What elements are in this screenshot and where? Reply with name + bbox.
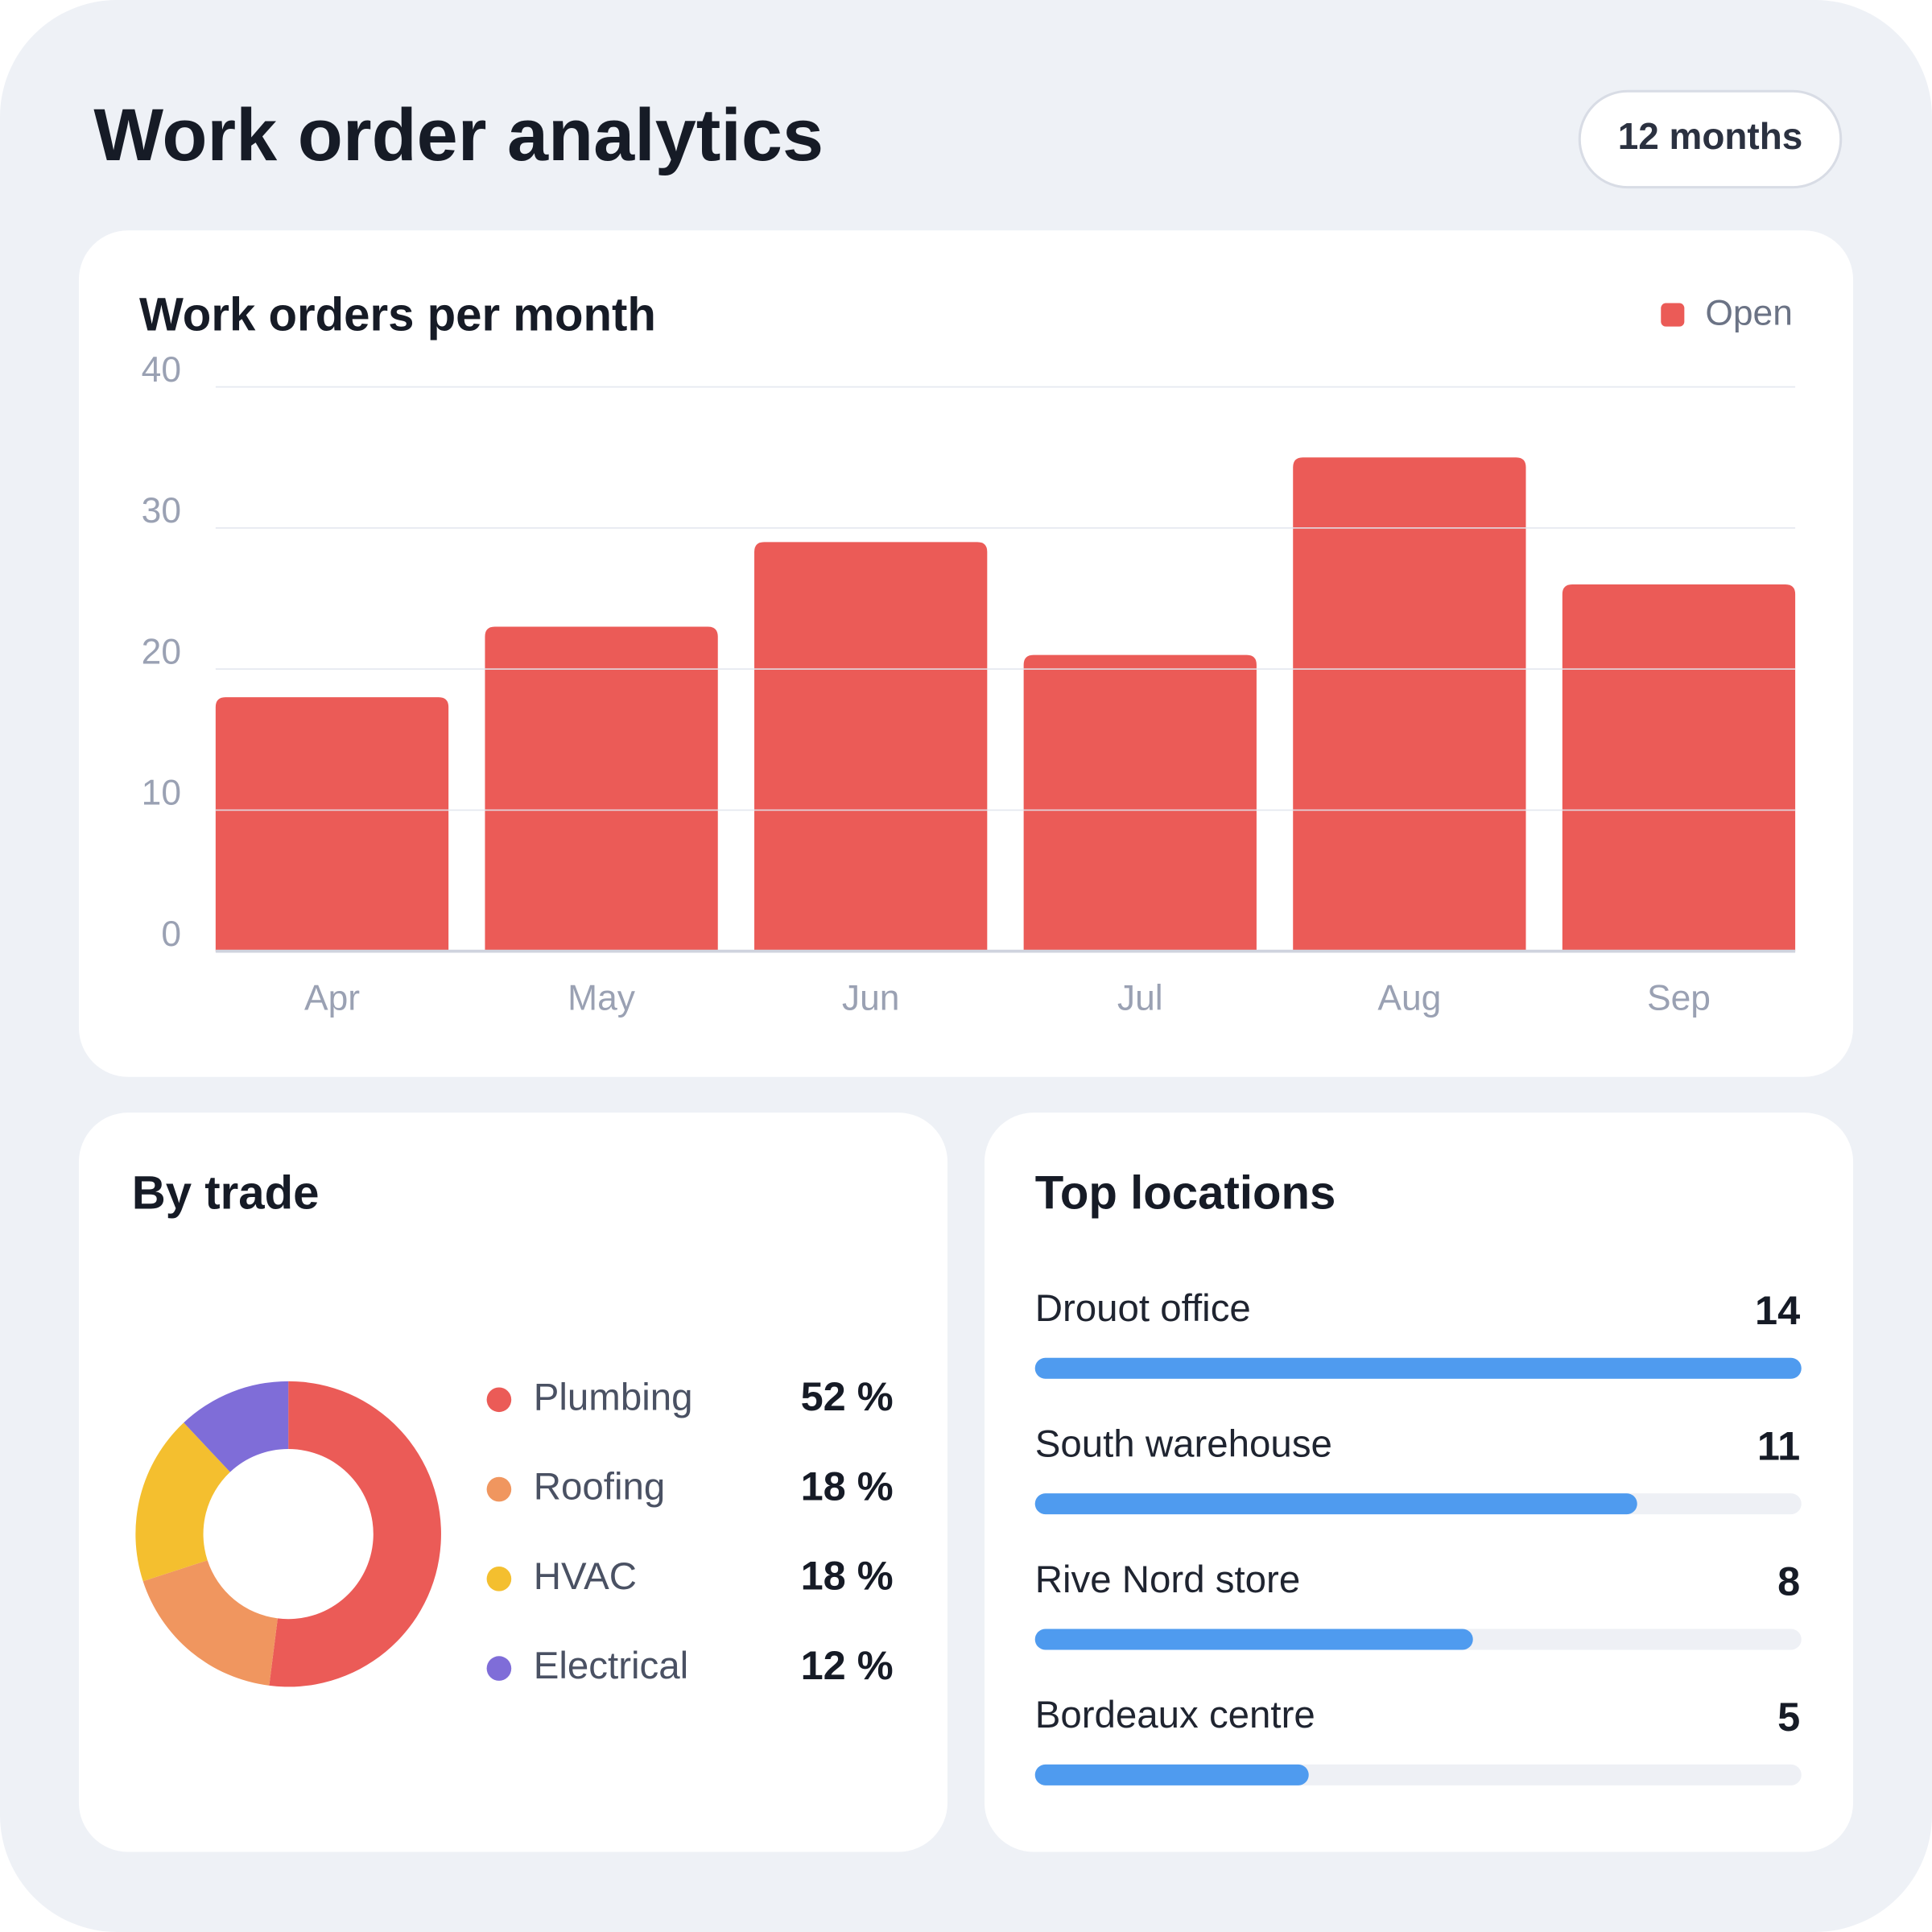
legend-label: Electrical [534, 1645, 688, 1687]
location-name: Bordeaux centre [1035, 1694, 1315, 1736]
value-label: 18 % [801, 1463, 894, 1509]
chart-title: Top locations [1035, 1167, 1336, 1220]
y-tick-label: 40 [142, 350, 181, 390]
value-label: 18 % [801, 1553, 894, 1599]
bar [754, 542, 988, 952]
location-name: Drouot office [1035, 1287, 1251, 1330]
legend-dot [486, 1387, 512, 1413]
y-tick-label: 10 [142, 774, 181, 813]
x-tick-label: Apr [304, 979, 360, 1018]
value-label: 11 [1757, 1422, 1800, 1468]
x-tick-label: Jul [1117, 979, 1163, 1018]
x-tick-label: Jun [842, 979, 900, 1018]
location-name: South warehouse [1035, 1422, 1332, 1465]
x-tick-label: Aug [1377, 979, 1441, 1018]
y-tick-label: 0 [161, 914, 181, 954]
legend-label: Roofing [534, 1466, 666, 1509]
bar [485, 626, 718, 952]
donut-slice [269, 1381, 441, 1687]
donut-slice [184, 1381, 289, 1472]
y-tick-label: 30 [142, 491, 181, 530]
chart-title: By trade [132, 1167, 320, 1220]
bar [1293, 457, 1526, 952]
bar [1034, 1629, 1473, 1650]
legend-label: HVAC [534, 1555, 637, 1598]
bar [215, 697, 449, 952]
chart-title: Work orders per month [139, 288, 656, 341]
x-tick-label: May [568, 979, 636, 1018]
legend-label: Plumbing [534, 1376, 693, 1418]
donut-slice [135, 1422, 230, 1582]
bar [1034, 1493, 1637, 1515]
value-label: 52 % [801, 1373, 894, 1419]
period-label[interactable]: 12 months [1618, 115, 1803, 157]
y-tick-label: 20 [142, 632, 181, 671]
value-label: 12 % [801, 1642, 894, 1688]
legend-dot [486, 1567, 512, 1591]
location-name: Rive Nord store [1035, 1558, 1301, 1601]
period-button[interactable] [1578, 89, 1843, 189]
legend-label: Open [1705, 294, 1793, 333]
legend-dot [486, 1656, 512, 1681]
bar [1562, 584, 1796, 952]
value-label: 5 [1777, 1694, 1800, 1740]
value-label: 8 [1777, 1558, 1800, 1604]
bar [1034, 1764, 1309, 1785]
legend-dot [486, 1476, 512, 1502]
bar [1034, 1357, 1802, 1379]
legend-swatch [1661, 303, 1685, 327]
page-title: Work order analytics [93, 94, 824, 176]
donut-slice [142, 1560, 278, 1686]
x-tick-label: Sep [1647, 979, 1711, 1018]
value-label: 14 [1755, 1287, 1800, 1333]
card [984, 1113, 1854, 1852]
bar [1023, 654, 1257, 952]
